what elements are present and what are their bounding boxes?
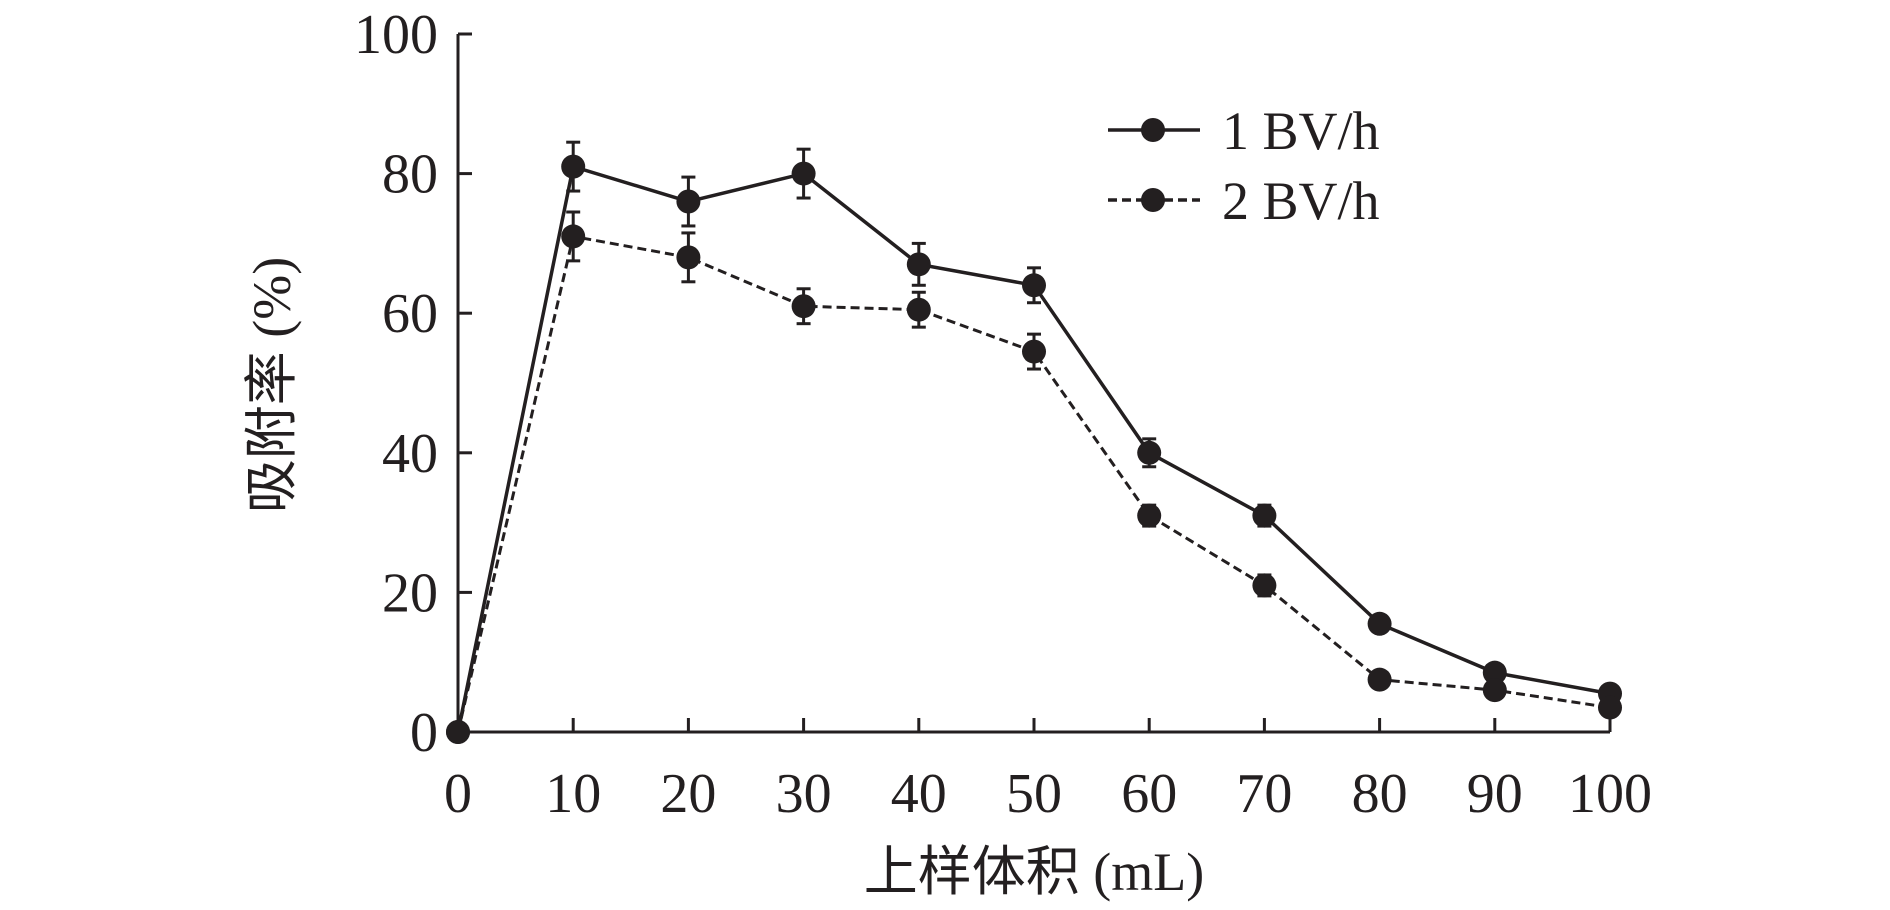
data-point xyxy=(676,245,701,270)
y-tick-label: 100 xyxy=(354,4,438,66)
x-tick-label: 20 xyxy=(660,763,716,825)
data-point xyxy=(1022,339,1046,364)
axes xyxy=(456,34,1610,734)
data-point xyxy=(1252,503,1277,528)
y-tick-label: 20 xyxy=(382,562,438,624)
data-point xyxy=(1137,440,1162,465)
x-axis-label: 上样体积 (mL) xyxy=(864,842,1204,902)
y-ticks: 0 20 40 60 80 100 xyxy=(354,4,472,764)
x-tick-label: 100 xyxy=(1568,763,1652,825)
data-point xyxy=(1367,667,1392,692)
x-tick-label: 70 xyxy=(1236,763,1292,825)
series-line xyxy=(456,234,1611,733)
data-point xyxy=(906,297,931,322)
x-tick-label: 40 xyxy=(891,763,947,825)
y-tick-label: 80 xyxy=(382,144,438,206)
legend-label: 1 BV/h xyxy=(1222,101,1380,161)
data-point xyxy=(1137,503,1162,528)
x-ticks: 0 10 20 30 40 50 60 70 80 90 100 xyxy=(444,718,1652,825)
x-tick-label: 10 xyxy=(545,763,601,825)
y-tick-label: 60 xyxy=(382,283,438,345)
x-tick-label: 0 xyxy=(444,763,472,825)
data-point xyxy=(791,294,816,319)
data-point xyxy=(1482,660,1507,685)
data-point xyxy=(446,720,470,744)
data-point xyxy=(676,189,701,214)
x-tick-label: 30 xyxy=(776,763,832,825)
series xyxy=(446,140,1622,744)
y-tick-label: 40 xyxy=(382,423,438,485)
x-tick-label: 50 xyxy=(1006,763,1062,825)
series-2 xyxy=(446,210,1622,744)
data-point xyxy=(1598,695,1622,720)
legend: 1 BV/h 2 BV/h xyxy=(1108,101,1380,231)
x-tick-label: 80 xyxy=(1352,763,1408,825)
x-tick-label: 90 xyxy=(1467,763,1523,825)
data-point xyxy=(1022,273,1046,298)
data-point xyxy=(561,224,586,249)
legend-marker xyxy=(1141,118,1165,142)
data-point xyxy=(1252,573,1277,598)
data-point xyxy=(561,154,586,179)
series-line xyxy=(456,164,1611,733)
y-axis-label: 吸附率 (%) xyxy=(242,257,302,513)
data-point xyxy=(791,161,816,186)
x-tick-label: 60 xyxy=(1121,763,1177,825)
legend-label: 2 BV/h xyxy=(1222,171,1380,231)
data-point xyxy=(1367,611,1392,636)
data-point xyxy=(1482,678,1507,703)
y-tick-label: 0 xyxy=(410,702,438,764)
legend-marker xyxy=(1141,188,1165,212)
data-point xyxy=(906,252,931,277)
series-1 xyxy=(446,140,1622,744)
